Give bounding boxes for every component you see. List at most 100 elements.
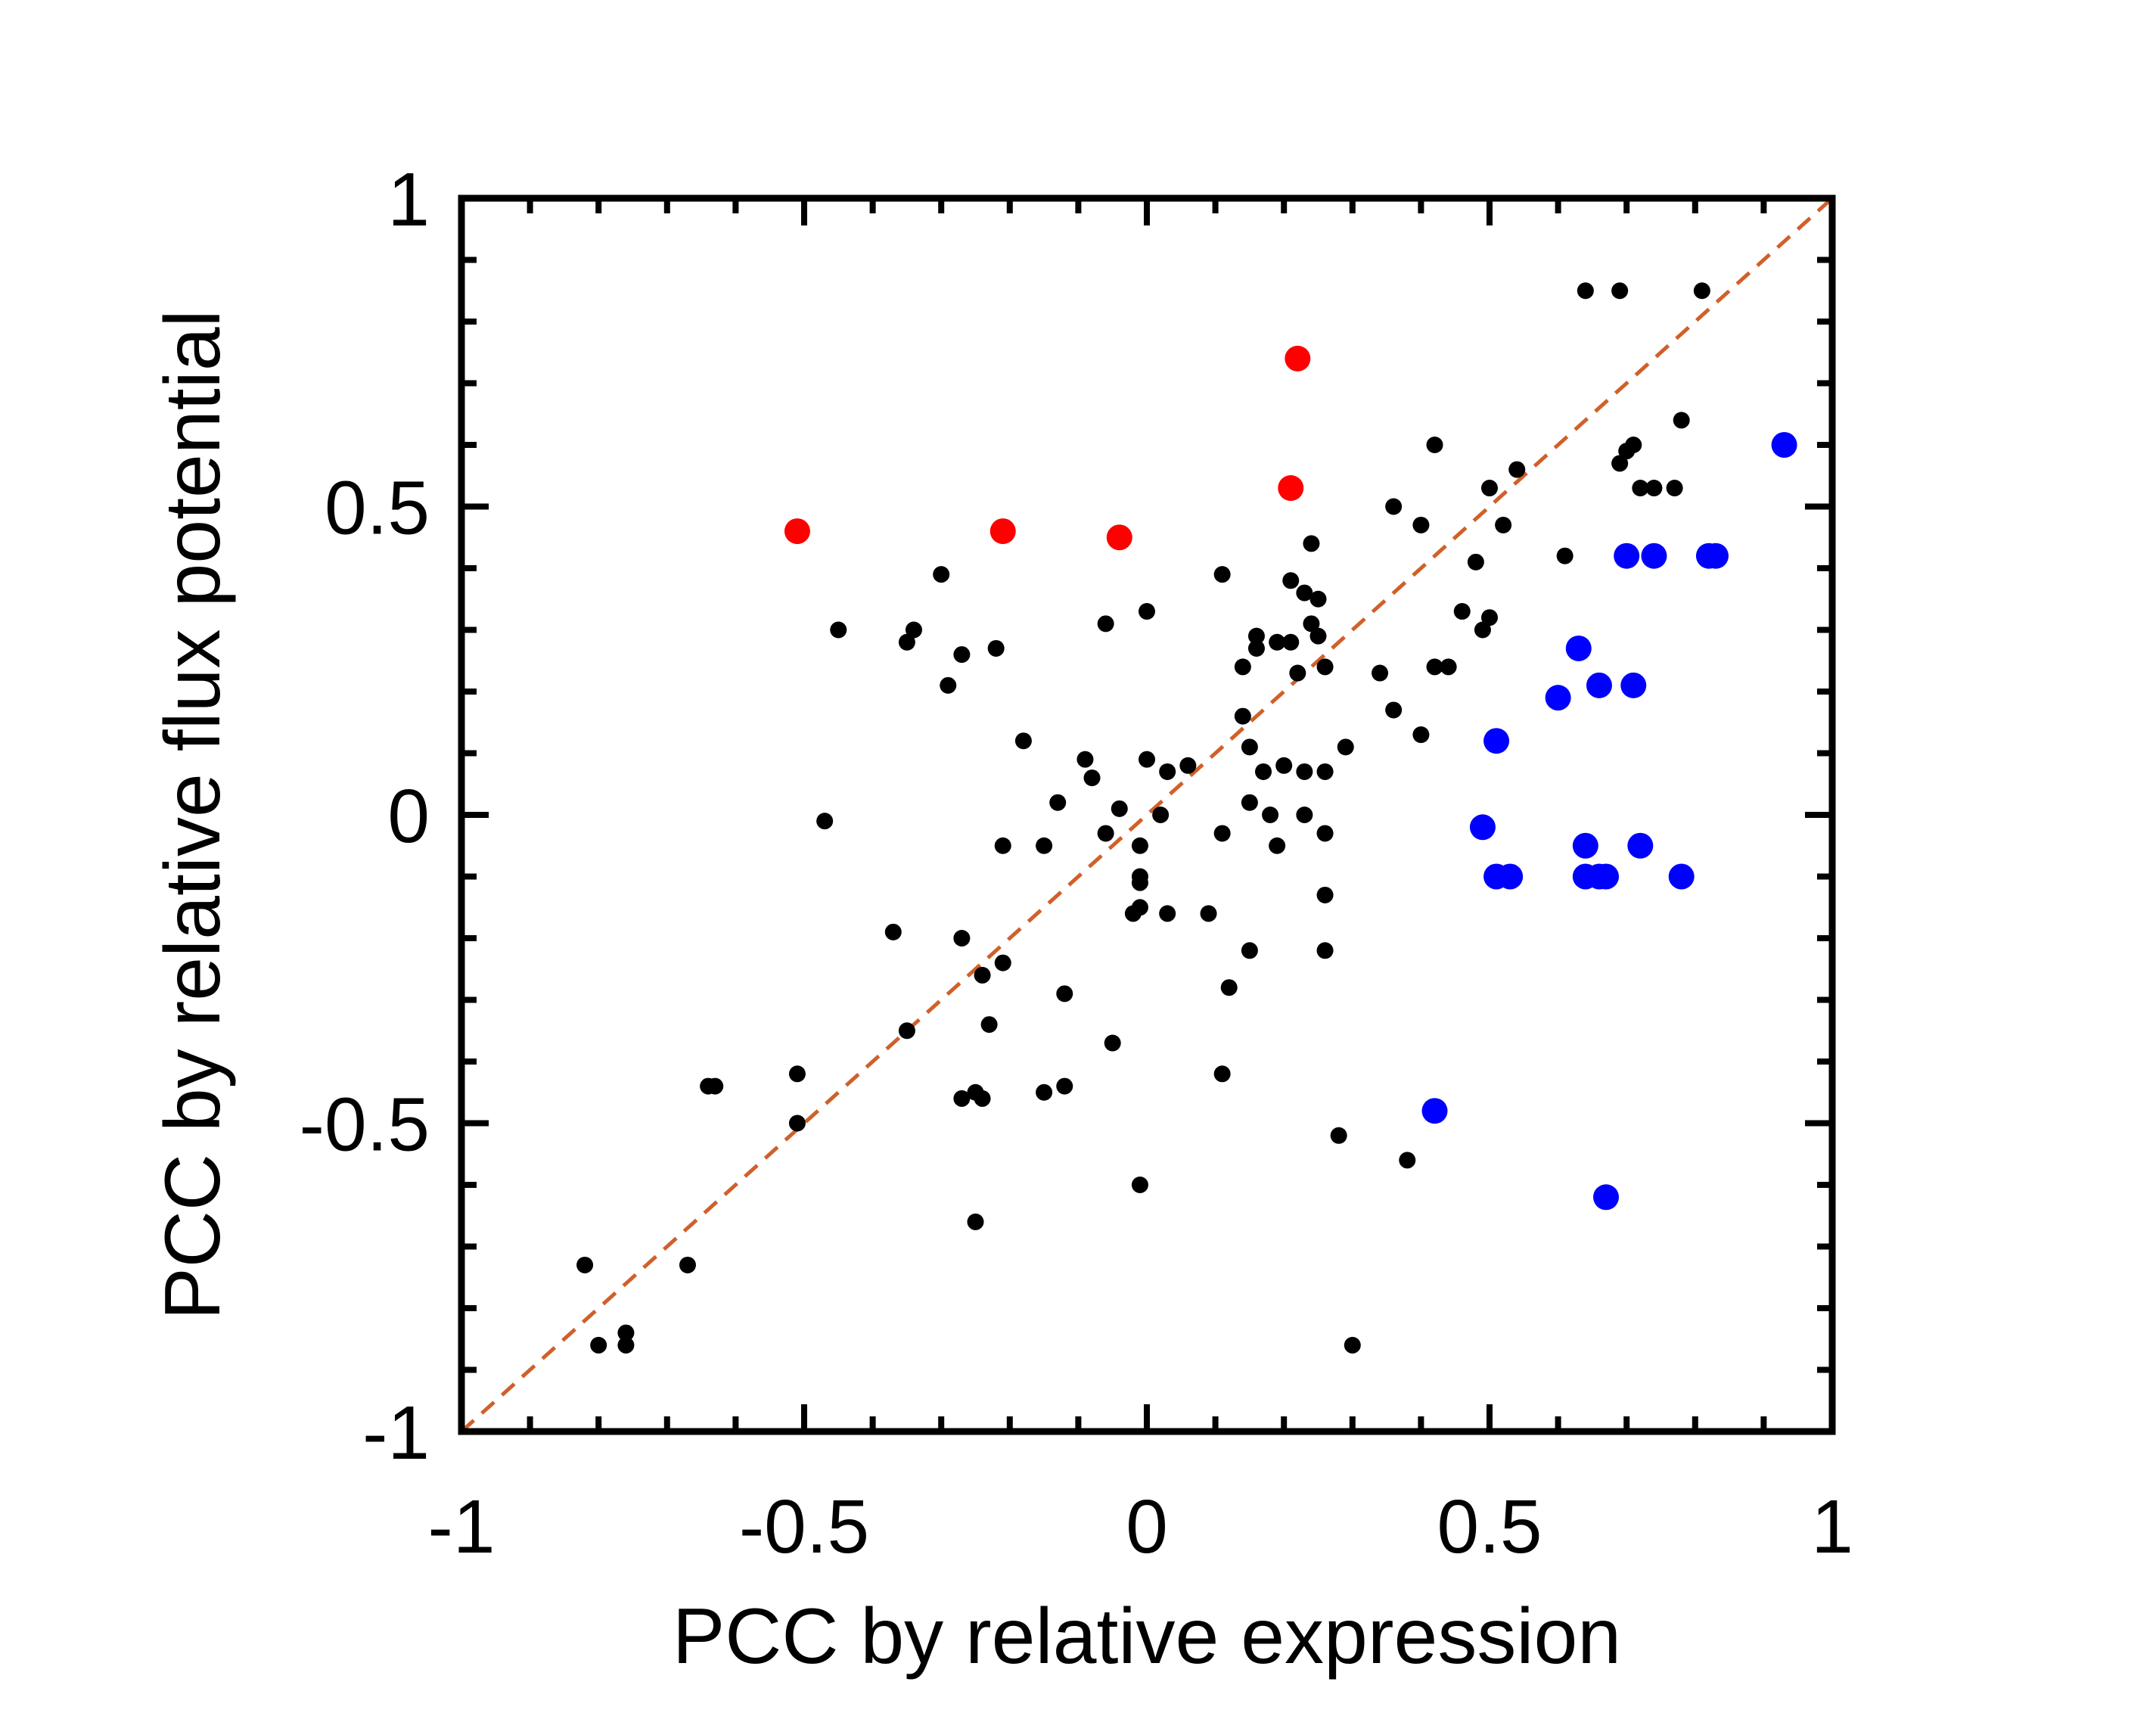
data-point bbox=[1104, 1034, 1121, 1052]
data-point bbox=[1200, 905, 1217, 922]
data-point bbox=[1614, 542, 1640, 569]
data-point bbox=[1385, 498, 1403, 515]
data-point bbox=[1412, 726, 1430, 744]
data-point bbox=[1131, 837, 1148, 854]
data-point bbox=[1481, 609, 1498, 626]
data-point bbox=[1497, 863, 1524, 890]
plot-frame bbox=[458, 194, 1836, 1435]
data-point bbox=[1247, 639, 1265, 657]
data-point bbox=[1620, 672, 1647, 698]
data-point bbox=[1372, 664, 1389, 682]
data-point bbox=[1083, 769, 1101, 787]
data-point bbox=[1421, 1098, 1448, 1124]
data-point bbox=[1247, 627, 1265, 645]
data-point bbox=[1495, 516, 1512, 533]
data-point bbox=[1645, 480, 1663, 497]
data-point bbox=[1668, 863, 1695, 890]
data-point bbox=[974, 1090, 991, 1107]
data-point bbox=[1309, 590, 1327, 608]
data-point bbox=[1262, 807, 1279, 823]
data-point bbox=[1593, 1184, 1620, 1211]
data-point bbox=[1097, 825, 1114, 842]
data-point bbox=[1220, 979, 1238, 996]
data-point bbox=[967, 1213, 984, 1230]
data-point bbox=[1481, 480, 1498, 497]
data-point bbox=[830, 621, 847, 639]
data-point bbox=[1296, 584, 1313, 602]
data-point bbox=[1296, 763, 1313, 780]
data-point bbox=[1572, 832, 1598, 859]
data-point bbox=[1632, 480, 1649, 497]
data-point bbox=[940, 676, 957, 694]
data-point bbox=[1036, 837, 1053, 854]
data-point bbox=[1771, 432, 1797, 458]
data-point bbox=[1056, 985, 1073, 1003]
reference-line-group bbox=[460, 197, 1834, 1433]
data-point bbox=[905, 621, 922, 639]
data-point bbox=[1241, 942, 1258, 959]
data-point bbox=[994, 837, 1011, 854]
data-point bbox=[1285, 345, 1311, 371]
data-point bbox=[1316, 763, 1334, 780]
data-point bbox=[1556, 547, 1574, 564]
data-point bbox=[1440, 658, 1457, 676]
data-point bbox=[1453, 603, 1471, 620]
data-point bbox=[1269, 837, 1286, 854]
data-point bbox=[1152, 807, 1170, 823]
data-point bbox=[590, 1336, 607, 1354]
data-point bbox=[1282, 572, 1300, 589]
data-point bbox=[1303, 535, 1320, 552]
data-point bbox=[1124, 905, 1142, 922]
data-point bbox=[1693, 282, 1710, 300]
data-point bbox=[1097, 615, 1114, 633]
x-tick-label: -1 bbox=[428, 1484, 496, 1569]
data-point bbox=[1330, 1127, 1347, 1144]
data-point bbox=[1316, 658, 1334, 676]
data-point bbox=[989, 518, 1016, 545]
y-tick-labels: -1 -0.5 0 0.5 1 bbox=[300, 157, 430, 1475]
y-tick-label: 0 bbox=[387, 774, 430, 859]
y-axis-title: PCC by relative flux potential bbox=[149, 309, 237, 1320]
data-point bbox=[1593, 863, 1620, 890]
data-point bbox=[1337, 738, 1354, 756]
data-point bbox=[953, 646, 971, 664]
data-point bbox=[617, 1336, 635, 1354]
data-point bbox=[1611, 282, 1629, 300]
data-point bbox=[898, 1022, 915, 1040]
data-point bbox=[1641, 542, 1667, 569]
data-point bbox=[1139, 751, 1155, 768]
data-point bbox=[1275, 757, 1293, 774]
data-point bbox=[1627, 832, 1654, 859]
data-point bbox=[1565, 635, 1592, 661]
data-point bbox=[1545, 685, 1571, 711]
data-point bbox=[1469, 814, 1496, 841]
data-point bbox=[1316, 886, 1334, 903]
data-points bbox=[576, 282, 1797, 1354]
data-point bbox=[1666, 480, 1683, 497]
data-point bbox=[1213, 1065, 1231, 1083]
data-point bbox=[1586, 672, 1612, 698]
data-point bbox=[1344, 1336, 1361, 1354]
data-point bbox=[1282, 633, 1300, 651]
data-point bbox=[1241, 738, 1258, 756]
x-tick-labels: -1 -0.5 0 0.5 1 bbox=[428, 1484, 1853, 1569]
data-point bbox=[1611, 455, 1629, 472]
data-point bbox=[987, 639, 1005, 657]
data-point bbox=[1056, 1077, 1073, 1095]
data-point bbox=[1014, 732, 1032, 750]
y-tick-label: 1 bbox=[387, 157, 430, 242]
data-point bbox=[1316, 825, 1334, 842]
data-point bbox=[1508, 461, 1526, 478]
x-tick-label: 0.5 bbox=[1437, 1484, 1542, 1569]
data-point bbox=[1139, 603, 1155, 620]
data-point bbox=[1111, 800, 1128, 817]
data-point bbox=[1289, 664, 1306, 682]
x-tick-label: -0.5 bbox=[739, 1484, 869, 1569]
data-point bbox=[1159, 905, 1176, 922]
y-tick-label: -0.5 bbox=[300, 1083, 430, 1167]
data-point bbox=[1106, 524, 1132, 551]
data-point bbox=[1131, 874, 1148, 891]
data-point bbox=[1483, 728, 1510, 754]
data-point bbox=[1577, 282, 1594, 300]
